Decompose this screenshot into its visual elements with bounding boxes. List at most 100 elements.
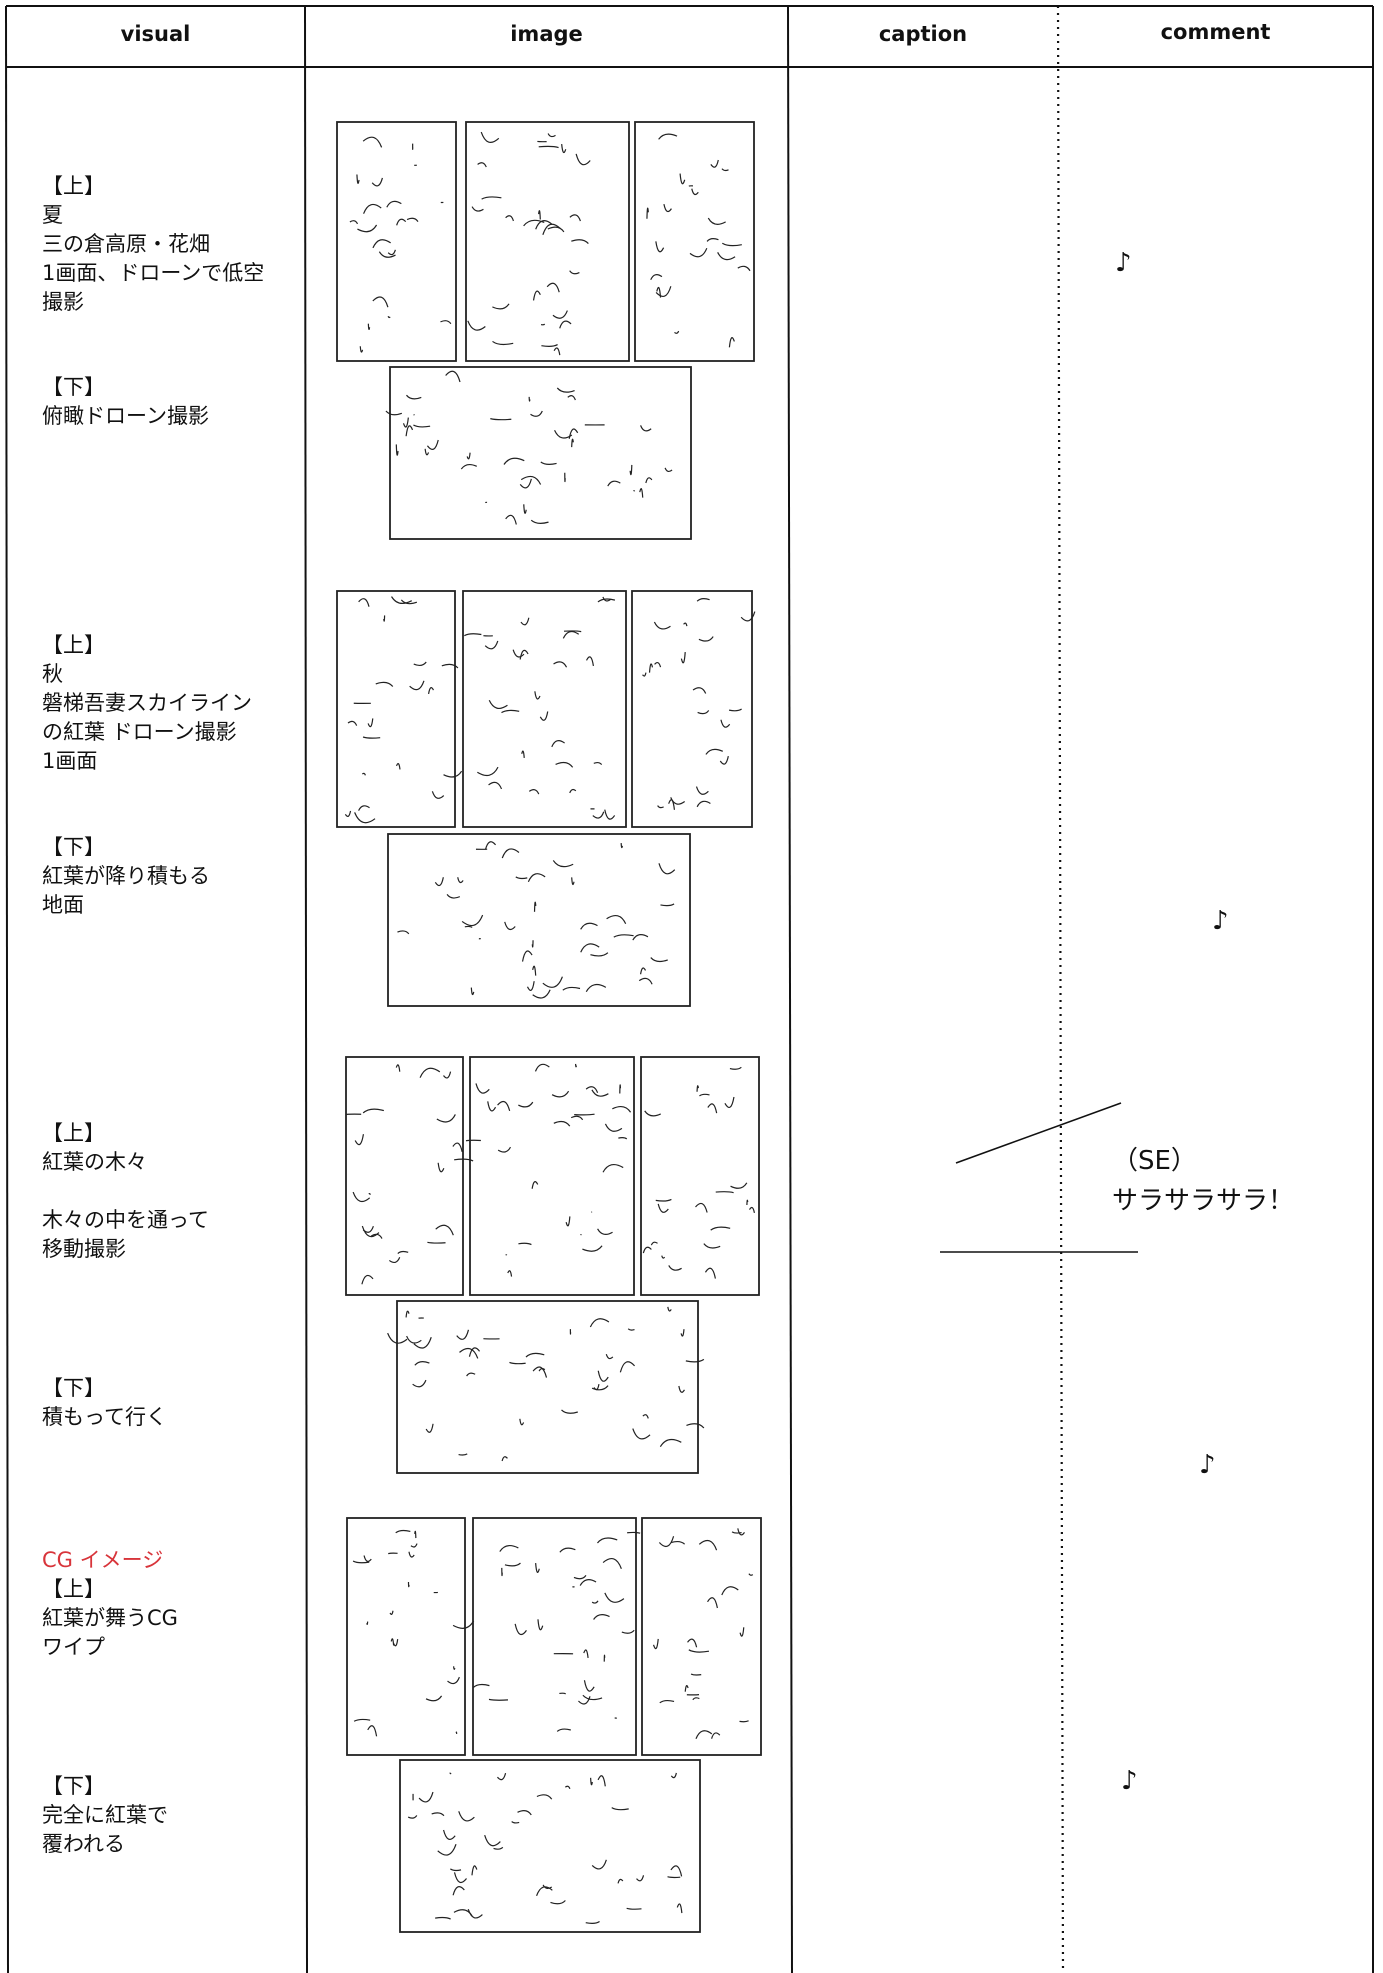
sketch-stroke: [539, 711, 549, 721]
sketch-stroke: [559, 1692, 566, 1695]
sketch-stroke: [655, 286, 672, 298]
sketch-stroke: [505, 514, 517, 525]
sketch-stroke: [707, 217, 726, 225]
visual-text: 秋: [42, 662, 63, 686]
sketch-stroke: [443, 770, 463, 778]
sketch-stroke: [488, 700, 508, 710]
sketch-stroke: [435, 1224, 454, 1236]
sketch-stroke: [559, 1547, 576, 1553]
sketch-stroke: [567, 395, 576, 401]
sketch-stroke: [613, 934, 634, 938]
sketch-stroke: [372, 296, 389, 308]
sketch-stroke: [488, 1698, 509, 1701]
sketch-stroke: [578, 1696, 591, 1705]
visual-text: の紅葉 ドローン撮影: [42, 720, 237, 744]
sketch-stroke: [597, 1775, 606, 1787]
sketch-stroke: [370, 1233, 383, 1239]
sketch-stroke: [358, 598, 370, 607]
sketch-stroke: [390, 1638, 395, 1646]
sketch-stroke: [414, 1360, 430, 1366]
sketch-stroke: [528, 789, 540, 795]
sketch-stroke: [564, 1785, 571, 1790]
sketch-stroke: [642, 672, 647, 677]
sketch-stroke: [406, 1335, 422, 1344]
sketch-panel: [472, 1517, 637, 1756]
sketch-stroke: [532, 989, 551, 999]
sketch-stroke: [691, 188, 699, 196]
sketch-stroke: [460, 463, 478, 470]
sketch-stroke: [593, 1614, 610, 1620]
sketch-stroke: [640, 425, 652, 432]
sketch-stroke: [659, 1438, 682, 1448]
sketch-stroke: [368, 1193, 371, 1195]
sketch-stroke: [668, 1265, 682, 1271]
sketch-stroke: [668, 799, 676, 810]
sketch-stroke: [728, 337, 735, 348]
visual-text: 三の倉高原・花畑: [42, 232, 210, 256]
sketch-stroke: [435, 1916, 451, 1920]
sketch-stroke: [591, 1385, 609, 1391]
sketch-stroke: [475, 1083, 490, 1094]
sketch-stroke: [627, 1531, 641, 1534]
sketch-stroke: [397, 1250, 409, 1254]
sketch-stroke: [480, 131, 500, 143]
sketch-stroke: [407, 1581, 410, 1588]
sketch-panel: [641, 1517, 762, 1756]
sketch-stroke: [541, 344, 558, 347]
sketch-stroke: [748, 1206, 756, 1214]
sketch-stroke: [667, 1306, 672, 1312]
sketch-stroke: [642, 1414, 649, 1419]
sketch-stroke: [395, 1529, 411, 1534]
sketch-stroke: [409, 680, 425, 691]
sketch-stroke: [652, 1638, 659, 1650]
sketch-stroke: [425, 1423, 434, 1433]
sketch-stroke: [453, 1872, 467, 1884]
sketch-stroke: [414, 1530, 417, 1539]
sketch-stroke: [471, 1865, 478, 1876]
sketch-stroke: [606, 914, 627, 925]
sketch-panel: [634, 121, 755, 362]
sketch-stroke: [434, 877, 444, 887]
sketch-stroke: [592, 811, 605, 819]
sketch-stroke: [453, 1666, 456, 1670]
sketch-stroke: [721, 242, 742, 247]
sketch-stroke: [648, 663, 654, 673]
visual-text: 完全に紅葉で: [42, 1803, 168, 1827]
sketch-stroke: [569, 270, 580, 275]
sketch-stroke: [690, 1673, 702, 1676]
sketch-stroke: [540, 323, 546, 326]
sketch-stroke: [550, 1900, 566, 1905]
sketch-stroke: [424, 448, 430, 456]
sketch-stroke: [437, 1844, 457, 1856]
sketch-stroke: [363, 203, 382, 214]
visual-text: 積もって行く: [42, 1405, 167, 1429]
sketch-stroke: [696, 1085, 699, 1092]
sketch-stroke: [517, 1810, 532, 1816]
sketch-stroke: [715, 1191, 734, 1194]
sketch-stroke: [707, 1597, 718, 1609]
visual-text: 【上】: [42, 633, 105, 657]
sketch-stroke: [492, 303, 510, 310]
sketch-stroke: [487, 1101, 497, 1112]
comment-text: サラサラサラ！: [1112, 1186, 1295, 1216]
sketch-stroke: [591, 1859, 607, 1870]
sketch-panel: [465, 121, 630, 362]
sketch-stroke: [458, 1453, 468, 1456]
sketch-stroke: [653, 621, 671, 630]
sketch-stroke: [497, 1146, 512, 1153]
sketch-stroke: [658, 863, 676, 875]
sketch-stroke: [650, 957, 668, 963]
sketch-stroke: [596, 1537, 618, 1544]
sketch-stroke: [442, 1829, 456, 1840]
sketch-stroke: [644, 1110, 661, 1117]
sketch-stroke: [512, 649, 525, 658]
visual-text: 磐梯吾妻スカイライン: [42, 691, 252, 715]
sketch-stroke: [654, 661, 662, 668]
sketch-stroke: [431, 1812, 445, 1817]
sketch-stroke: [499, 1544, 519, 1552]
sketch-stroke: [739, 1720, 749, 1723]
sketch-stroke: [737, 265, 751, 272]
sketch-stroke: [518, 1101, 534, 1108]
visual-text: 俯瞰ドローン撮影: [42, 404, 209, 428]
visual-text: 紅葉が舞うCG: [42, 1606, 178, 1630]
